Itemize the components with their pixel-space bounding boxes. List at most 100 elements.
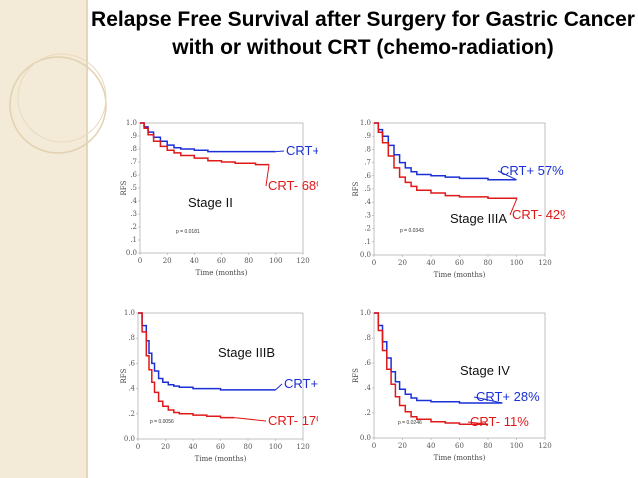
annotation-crt-17: CRT- 17% (268, 413, 318, 428)
annotation-leader-line (509, 199, 517, 216)
annotation-leader-line (275, 150, 285, 153)
annotation-crt-78: CRT+ 78% (286, 143, 318, 158)
y-tick-label: 0.0 (360, 251, 371, 259)
annotation-crt-57: CRT+ 57% (500, 163, 564, 178)
y-tick-label: .5 (130, 184, 137, 192)
y-tick-label: 0.0 (360, 434, 371, 442)
x-tick-label: 40 (427, 259, 436, 267)
y-tick-label: .8 (128, 334, 135, 342)
x-tick-label: 40 (427, 442, 436, 450)
x-tick-label: 0 (138, 257, 142, 265)
y-tick-label: .6 (364, 359, 371, 367)
x-tick-label: 20 (398, 259, 407, 267)
chart-panel-stage-iiib: 0.0 .2 .4 .6 .8 1.0 0 20 40 60 80 100 120 Time (month… (118, 305, 318, 475)
y-tick-label: 1.0 (126, 119, 137, 127)
x-tick-label: 80 (244, 443, 253, 451)
y-tick-label: .2 (130, 223, 137, 231)
x-tick-label: 120 (296, 443, 309, 451)
annotation-crt-39: CRT+ 39% (284, 376, 318, 391)
p-value-label: p = 0.0246 (398, 420, 422, 426)
x-axis-label: Time (months) (195, 455, 247, 463)
x-tick-label: 80 (484, 442, 493, 450)
x-tick-label: 100 (510, 259, 523, 267)
annotation-crt-68: CRT- 68% (268, 178, 318, 193)
y-tick-label: .3 (130, 210, 137, 218)
x-tick-label: 0 (372, 259, 376, 267)
y-tick-label: .6 (364, 172, 371, 180)
y-axis-label: RFS (120, 368, 128, 383)
annotation-leader-line (497, 170, 517, 181)
y-tick-label: .4 (128, 385, 135, 393)
stage-label: Stage II (188, 195, 233, 210)
x-tick-label: 120 (538, 442, 551, 450)
stage-label: Stage IIIA (450, 211, 507, 226)
x-tick-label: 120 (296, 257, 309, 265)
series-line-crt-minus (138, 312, 235, 419)
y-tick-label: 0.0 (124, 435, 135, 443)
x-tick-label: 60 (455, 442, 464, 450)
y-tick-label: .2 (128, 410, 135, 418)
annotation-crt-42: CRT- 42% (512, 207, 565, 222)
plot-frame (373, 122, 546, 256)
y-axis-label: RFS (352, 368, 360, 383)
y-tick-label: .8 (130, 145, 137, 153)
y-tick-label: .7 (130, 158, 137, 166)
y-tick-label: .1 (364, 238, 371, 246)
p-value-label: p = 0.0181 (176, 229, 200, 235)
series-line-crt-plus (138, 312, 276, 391)
x-tick-label: 80 (244, 257, 253, 265)
p-value-label: p = 0.0056 (150, 419, 174, 425)
x-tick-label: 40 (190, 257, 199, 265)
sidebar-divider (86, 0, 88, 478)
annotation-leader-line (265, 164, 270, 187)
x-tick-label: 20 (163, 257, 172, 265)
x-axis-label: Time (months) (434, 271, 486, 279)
decorative-circles (9, 53, 107, 154)
y-tick-label: .9 (364, 132, 371, 140)
y-tick-label: .1 (130, 236, 137, 244)
slide-title: Relapse Free Survival after Surgery for … (91, 8, 635, 59)
x-axis-label: Time (months) (196, 269, 248, 277)
y-tick-label: 1.0 (360, 309, 371, 317)
series-line-crt-plus (140, 122, 276, 153)
annotation-leader-line (467, 421, 489, 425)
x-tick-label: 60 (216, 443, 225, 451)
y-axis-label: RFS (120, 180, 128, 195)
y-tick-label: 1.0 (360, 119, 371, 127)
x-tick-label: 60 (217, 257, 226, 265)
annotation-leader-line (473, 396, 503, 404)
annotation-crt-11: CRT- 11% (470, 414, 529, 429)
y-tick-label: .9 (130, 132, 137, 140)
y-tick-label: .2 (364, 225, 371, 233)
x-tick-label: 100 (510, 442, 523, 450)
y-tick-label: .4 (364, 198, 371, 206)
x-tick-label: 100 (269, 443, 282, 451)
x-tick-label: 100 (269, 257, 282, 265)
stage-label: Stage IIIB (218, 345, 275, 360)
annotation-leader-line (275, 383, 283, 391)
annotation-leader-line (234, 417, 267, 422)
series-line-crt-minus (374, 312, 488, 426)
series-line-crt-minus (140, 122, 269, 166)
y-tick-label: .3 (364, 211, 371, 219)
annotation-crt-28: CRT+ 28% (476, 389, 540, 404)
y-tick-label: .4 (130, 197, 137, 205)
y-tick-label: .5 (364, 185, 371, 193)
x-tick-label: 60 (455, 259, 464, 267)
y-tick-label: .8 (364, 145, 371, 153)
x-axis-label: Time (months) (434, 454, 486, 462)
x-tick-label: 40 (189, 443, 198, 451)
x-tick-label: 0 (136, 443, 140, 451)
y-tick-label: .8 (364, 334, 371, 342)
y-tick-label: .2 (364, 409, 371, 417)
y-tick-label: .6 (128, 359, 135, 367)
chart-panel-stage-iv: 0.0 .2 .4 .6 .8 1.0 0 20 40 60 80 100 120 Time (month… (350, 305, 565, 475)
x-tick-label: 0 (372, 442, 376, 450)
x-tick-label: 120 (538, 259, 551, 267)
y-tick-label: .7 (364, 159, 371, 167)
y-axis-label: RFS (352, 181, 360, 196)
series-line-crt-plus (374, 122, 517, 181)
p-value-label: p = 0.0343 (400, 228, 424, 234)
y-tick-label: 1.0 (124, 309, 135, 317)
